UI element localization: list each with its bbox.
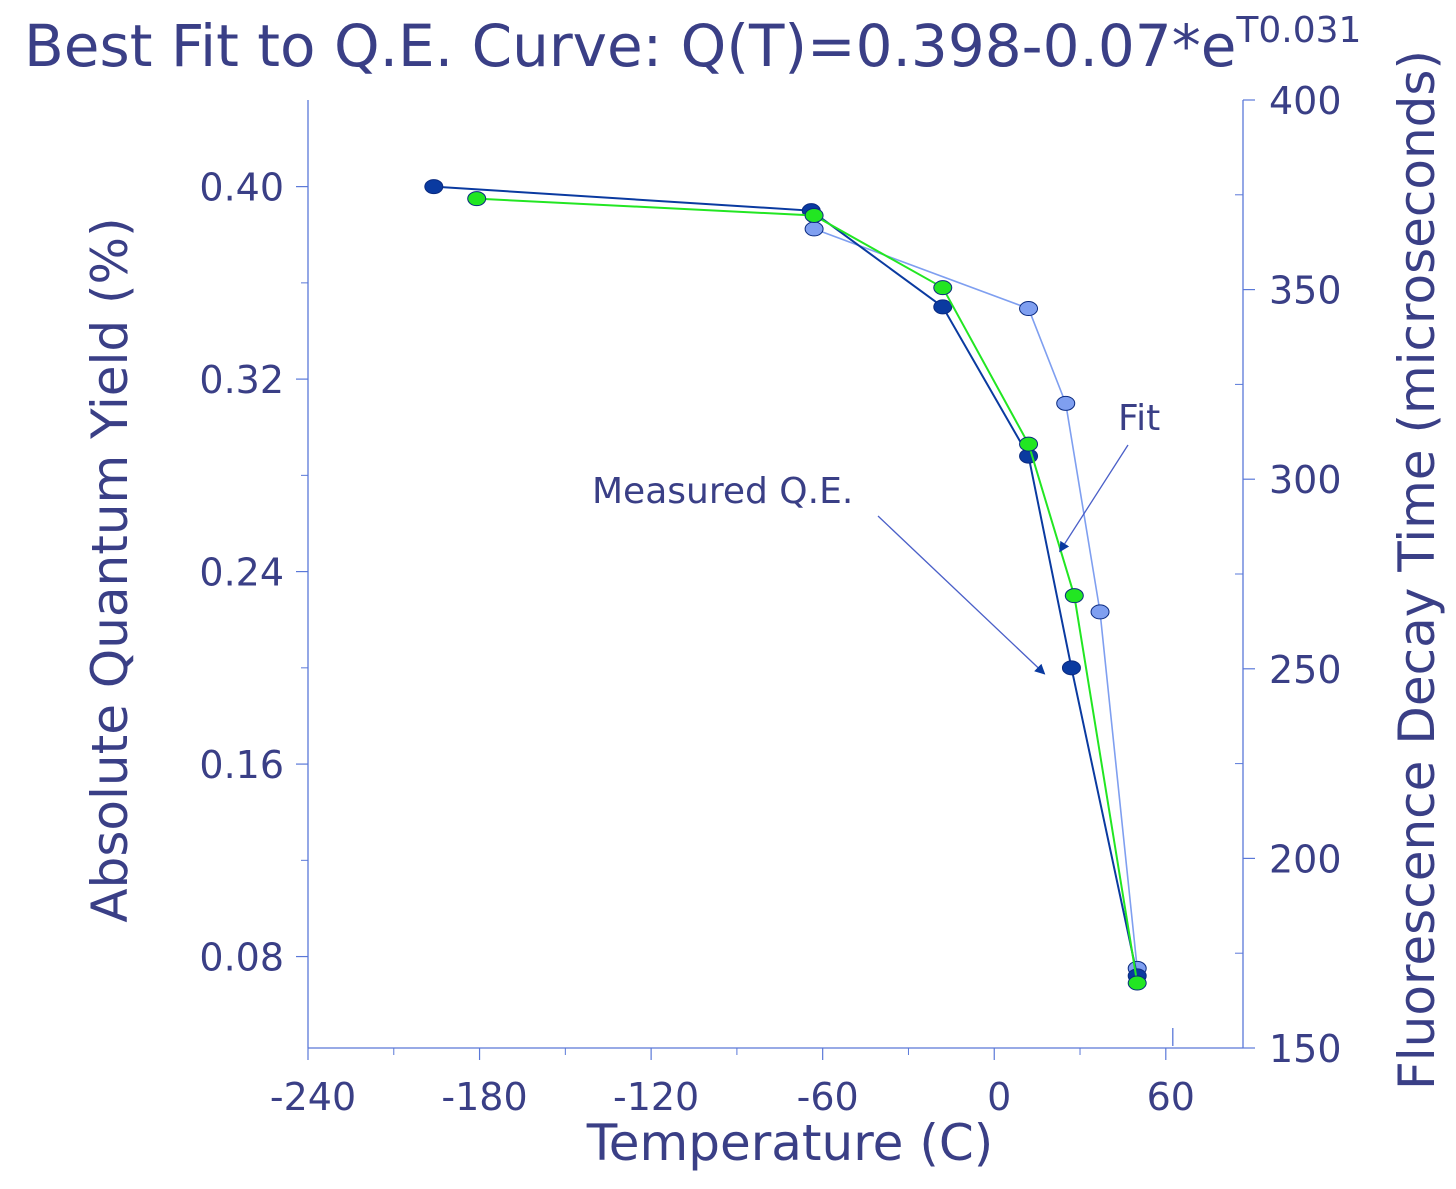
y-axis-title-left: Absolute Quantum Yield (%) [81, 217, 139, 922]
chart-title: Best Fit to Q.E. Curve: Q(T)=0.398-0.07*… [24, 10, 1361, 80]
fit-point [1019, 436, 1039, 452]
annotation-measured-label: Measured Q.E. [592, 471, 853, 512]
y-right-tick-label: 150 [1269, 1027, 1342, 1071]
fit-point [804, 207, 824, 223]
measured-qe-point [933, 299, 953, 315]
y-left-tick-label: 0.32 [199, 358, 284, 402]
decay-time-point [804, 221, 824, 237]
y-right-tick-label: 300 [1269, 458, 1342, 502]
fit-point [1127, 975, 1147, 991]
fit-point [933, 280, 953, 296]
fit-point [467, 191, 487, 207]
x-axis-title: Temperature (C) [586, 1114, 994, 1172]
y-left-tick-label: 0.16 [199, 743, 284, 787]
decay-time-point [1056, 395, 1076, 411]
measured-qe-point [424, 179, 444, 195]
annotation-measured-arrow [877, 515, 1046, 675]
decay-time-line [813, 228, 1139, 969]
measured-qe-line [433, 185, 1139, 977]
measured-qe-point [1061, 660, 1081, 676]
x-tick-label: 0 [987, 1075, 1011, 1119]
y-right-tick-label: 350 [1269, 269, 1342, 313]
x-tick-label: -180 [441, 1075, 527, 1119]
chart-title-main: Best Fit to Q.E. Curve: Q(T)=0.398-0.07*… [24, 12, 1237, 80]
y-left-tick-label: 0.40 [199, 166, 284, 210]
decay-time-point [1019, 301, 1039, 317]
x-tick-label: -240 [270, 1075, 356, 1119]
chart-title-exponent: T0.031 [1236, 10, 1362, 51]
fit-point [1064, 588, 1084, 604]
y-left-tick-label: 0.08 [199, 936, 284, 980]
annotations: Fit Measured Q.E. [592, 398, 1160, 675]
y-right-tick-label: 200 [1269, 837, 1342, 881]
fit-line [476, 197, 1139, 984]
x-tick-label: -60 [797, 1075, 859, 1119]
annotation-fit-label: Fit [1118, 398, 1160, 439]
y-axis-title-right: Fluorescence Decay Time (microseconds) [1388, 50, 1446, 1090]
annotation-fit-arrow [1059, 444, 1129, 553]
x-tick-label: -120 [613, 1075, 699, 1119]
y-right-tick-label: 400 [1269, 79, 1342, 123]
y-left-tick-label: 0.24 [199, 551, 284, 595]
series-layer [424, 179, 1147, 991]
decay-time-point [1090, 604, 1110, 620]
axes: -240 -180 -120 -60 0 60 0.08 0.16 0.24 0.32 0.40 15… [199, 79, 1341, 1119]
y-right-tick-label: 250 [1269, 648, 1342, 692]
x-tick-label: 60 [1147, 1075, 1195, 1119]
